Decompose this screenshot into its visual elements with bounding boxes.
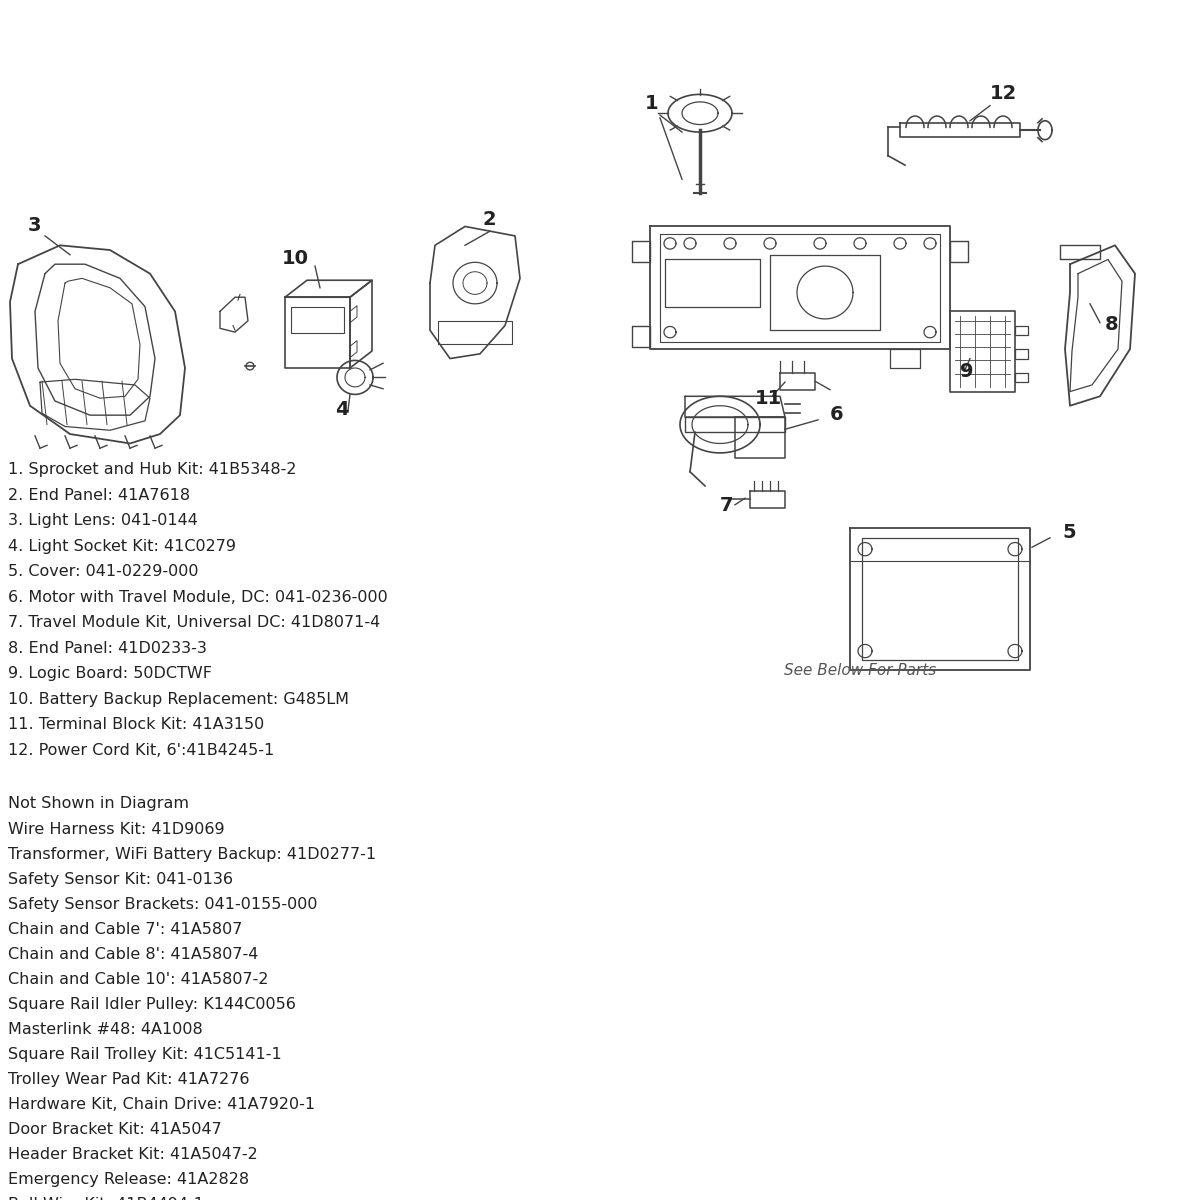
Text: 5: 5 bbox=[1062, 523, 1075, 542]
Text: Square Rail Trolley Kit: 41C5141-1: Square Rail Trolley Kit: 41C5141-1 bbox=[8, 1046, 282, 1062]
Text: 11: 11 bbox=[755, 389, 782, 408]
Text: 4. Light Socket Kit: 41C0279: 4. Light Socket Kit: 41C0279 bbox=[8, 539, 236, 553]
Text: 9: 9 bbox=[960, 362, 973, 382]
Text: 11. Terminal Block Kit: 41A3150: 11. Terminal Block Kit: 41A3150 bbox=[8, 718, 264, 732]
Text: Bell Wire Kit: 41B4494-1: Bell Wire Kit: 41B4494-1 bbox=[8, 1196, 204, 1200]
Text: 1. Sprocket and Hub Kit: 41B5348-2: 1. Sprocket and Hub Kit: 41B5348-2 bbox=[8, 462, 296, 478]
Text: See Below For Parts: See Below For Parts bbox=[784, 662, 936, 678]
Text: Header Bracket Kit: 41A5047-2: Header Bracket Kit: 41A5047-2 bbox=[8, 1147, 258, 1162]
Text: 7: 7 bbox=[720, 497, 733, 516]
Text: Transformer, WiFi Battery Backup: 41D0277-1: Transformer, WiFi Battery Backup: 41D027… bbox=[8, 847, 376, 862]
Text: 5. Cover: 041-0229-000: 5. Cover: 041-0229-000 bbox=[8, 564, 198, 580]
Text: Emergency Release: 41A2828: Emergency Release: 41A2828 bbox=[8, 1172, 250, 1187]
Text: 3. Light Lens: 041-0144: 3. Light Lens: 041-0144 bbox=[8, 514, 198, 528]
Text: 2. End Panel: 41A7618: 2. End Panel: 41A7618 bbox=[8, 488, 190, 503]
Text: 8: 8 bbox=[1105, 316, 1118, 335]
Text: Safety Sensor Kit: 041-0136: Safety Sensor Kit: 041-0136 bbox=[8, 872, 233, 887]
Text: 1: 1 bbox=[646, 94, 659, 113]
Text: 8. End Panel: 41D0233-3: 8. End Panel: 41D0233-3 bbox=[8, 641, 206, 655]
Text: Trolley Wear Pad Kit: 41A7276: Trolley Wear Pad Kit: 41A7276 bbox=[8, 1072, 250, 1087]
Text: 7. Travel Module Kit, Universal DC: 41D8071-4: 7. Travel Module Kit, Universal DC: 41D8… bbox=[8, 616, 380, 630]
Text: Chain and Cable 10': 41A5807-2: Chain and Cable 10': 41A5807-2 bbox=[8, 972, 269, 986]
Text: 12: 12 bbox=[990, 84, 1018, 103]
Text: Wire Harness Kit: 41D9069: Wire Harness Kit: 41D9069 bbox=[8, 822, 224, 836]
Text: Square Rail Idler Pulley: K144C0056: Square Rail Idler Pulley: K144C0056 bbox=[8, 997, 296, 1012]
Text: Not Shown in Diagram: Not Shown in Diagram bbox=[8, 797, 190, 811]
Text: 6: 6 bbox=[830, 404, 844, 424]
Text: 3: 3 bbox=[28, 216, 42, 235]
Text: 9. Logic Board: 50DCTWF: 9. Logic Board: 50DCTWF bbox=[8, 666, 212, 682]
Text: 4: 4 bbox=[335, 400, 349, 419]
Text: Chain and Cable 7': 41A5807: Chain and Cable 7': 41A5807 bbox=[8, 922, 242, 937]
Text: 10. Battery Backup Replacement: G485LM: 10. Battery Backup Replacement: G485LM bbox=[8, 691, 349, 707]
Text: Safety Sensor Brackets: 041-0155-000: Safety Sensor Brackets: 041-0155-000 bbox=[8, 896, 318, 912]
Text: 10: 10 bbox=[282, 250, 310, 268]
Text: Masterlink #48: 4A1008: Masterlink #48: 4A1008 bbox=[8, 1022, 203, 1037]
Text: 12. Power Cord Kit, 6':41B4245-1: 12. Power Cord Kit, 6':41B4245-1 bbox=[8, 743, 275, 757]
Text: Door Bracket Kit: 41A5047: Door Bracket Kit: 41A5047 bbox=[8, 1122, 222, 1136]
Text: Chain and Cable 8': 41A5807-4: Chain and Cable 8': 41A5807-4 bbox=[8, 947, 258, 962]
Text: 6. Motor with Travel Module, DC: 041-0236-000: 6. Motor with Travel Module, DC: 041-023… bbox=[8, 589, 388, 605]
Text: Hardware Kit, Chain Drive: 41A7920-1: Hardware Kit, Chain Drive: 41A7920-1 bbox=[8, 1097, 316, 1112]
Text: 2: 2 bbox=[482, 210, 496, 228]
